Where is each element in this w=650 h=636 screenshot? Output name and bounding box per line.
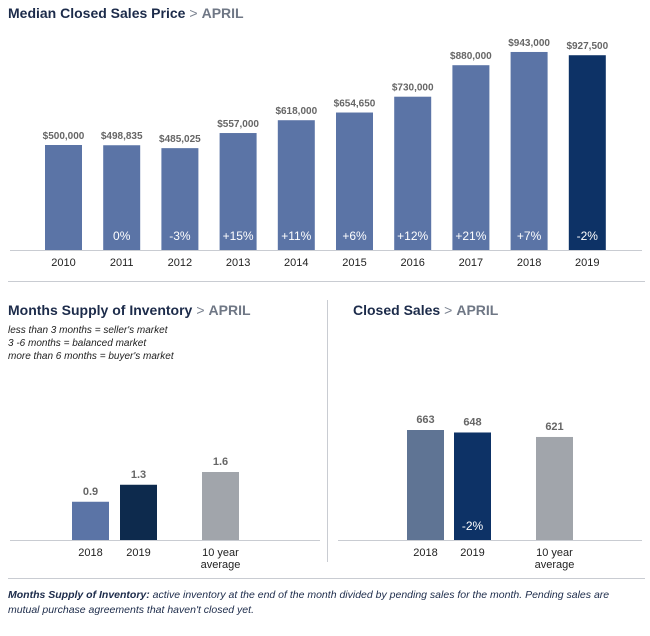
median-year-label: 2014 (284, 257, 308, 269)
median-year-label: 2011 (110, 257, 134, 269)
median-value-label: $927,500 (566, 41, 608, 52)
median-value-label: $618,000 (275, 106, 317, 117)
section-divider (8, 281, 645, 282)
supply-bar (202, 472, 239, 540)
median-change-label: +21% (455, 229, 486, 243)
months-supply-title-text: Months Supply of Inventory (8, 302, 193, 318)
median-year-label: 2012 (168, 257, 192, 269)
median-change-label: +15% (223, 229, 254, 243)
median-bar (510, 51, 548, 250)
sales-value-label: 648 (463, 416, 481, 428)
median-year-label: 2019 (575, 257, 599, 269)
supply-year-label: 2018 (78, 547, 102, 559)
column-divider (327, 300, 328, 562)
median-year-label: 2017 (459, 257, 483, 269)
footnote: Months Supply of Inventory: active inven… (8, 588, 628, 618)
sales-year-label: 2018 (413, 547, 437, 559)
closed-sales-title: Closed Sales > APRIL (353, 302, 498, 318)
supply-average-label: average (201, 559, 241, 571)
note-sellers-market: less than 3 months = seller's market (8, 325, 168, 336)
median-price-title-text: Median Closed Sales Price (8, 5, 186, 21)
median-value-label: $485,025 (159, 134, 201, 145)
title-separator: > (196, 302, 205, 318)
median-bar (394, 96, 432, 250)
median-price-month: APRIL (201, 5, 244, 21)
median-bar (336, 112, 373, 250)
median-year-label: 2018 (517, 257, 541, 269)
median-value-label: $943,000 (508, 38, 550, 49)
median-value-label: $880,000 (450, 51, 492, 62)
supply-value-label: 1.6 (213, 456, 228, 468)
months-supply-month: APRIL (208, 302, 251, 318)
sales-bar (536, 436, 573, 540)
title-separator: > (189, 5, 198, 21)
median-change-label: +7% (517, 229, 542, 243)
median-value-label: $500,000 (43, 131, 85, 142)
median-value-label: $654,650 (334, 99, 376, 110)
supply-value-label: 1.3 (131, 469, 146, 481)
sales-value-label: 621 (545, 421, 563, 433)
median-bar (161, 148, 199, 250)
sales-year-label: 2019 (460, 547, 484, 559)
median-change-label: -2% (577, 229, 599, 243)
median-year-label: 2010 (51, 257, 75, 269)
sales-value-label: 663 (416, 414, 434, 426)
median-value-label: $557,000 (217, 119, 259, 130)
sales-average-label: 10 year (536, 547, 573, 559)
median-price-title: Median Closed Sales Price > APRIL (8, 5, 244, 21)
median-year-label: 2015 (342, 257, 366, 269)
note-buyers-market: more than 6 months = buyer's market (8, 351, 174, 362)
median-bar (103, 145, 141, 250)
median-year-label: 2016 (400, 257, 424, 269)
supply-bar (72, 501, 109, 540)
median-value-label: $498,835 (101, 131, 143, 142)
supply-average-label: 10 year (202, 547, 239, 559)
footnote-divider (8, 578, 645, 579)
months-supply-title: Months Supply of Inventory > APRIL (8, 302, 251, 318)
closed-sales-month: APRIL (456, 302, 499, 318)
median-change-label: +11% (281, 229, 311, 243)
closed-sales-title-text: Closed Sales (353, 302, 441, 318)
sales-bar (407, 430, 444, 540)
note-balanced-market: 3 -6 months = balanced market (8, 338, 147, 349)
median-bar (452, 65, 490, 250)
supply-year-label: 2019 (126, 547, 150, 559)
median-bar (277, 120, 315, 250)
median-bar (219, 133, 257, 250)
supply-bar (120, 484, 157, 540)
median-change-label: +12% (397, 229, 428, 243)
sales-average-label: average (535, 559, 575, 571)
median-change-label: +6% (342, 229, 367, 243)
footnote-text: active inventory at the end of the month… (8, 589, 610, 616)
median-year-label: 2013 (226, 257, 250, 269)
median-bar (568, 55, 606, 250)
supply-value-label: 0.9 (83, 486, 98, 498)
sales-bar (454, 432, 491, 540)
footnote-term: Months Supply of Inventory: (8, 589, 150, 601)
market-notes: less than 3 months = seller's market 3 -… (8, 324, 174, 363)
median-change-label: -3% (169, 229, 191, 243)
median-bar (45, 145, 82, 250)
sales-change-label: -2% (462, 519, 484, 533)
title-separator: > (444, 302, 453, 318)
median-change-label: 0% (113, 229, 131, 243)
median-value-label: $730,000 (392, 83, 434, 94)
